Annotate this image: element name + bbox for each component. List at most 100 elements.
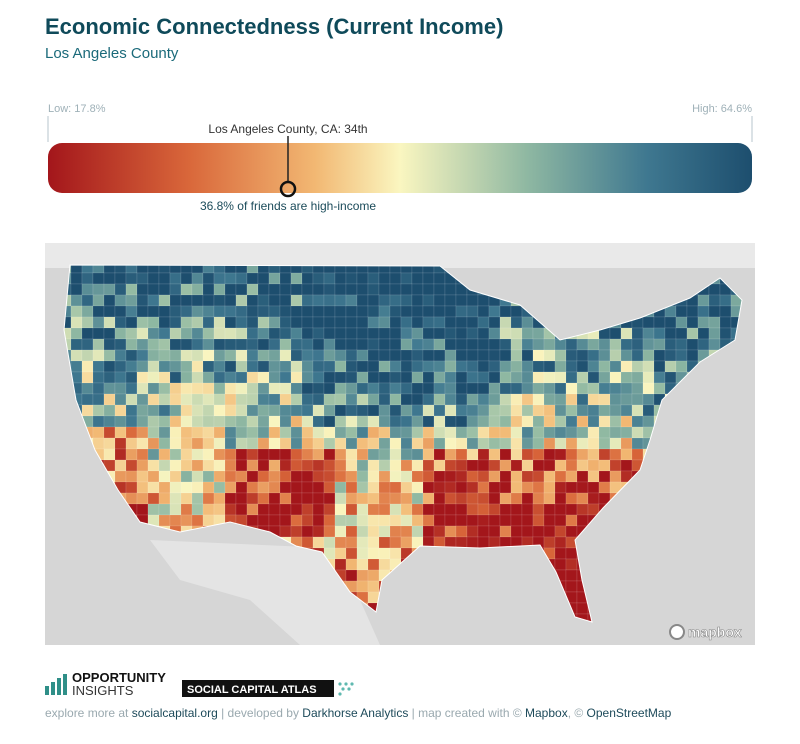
- county-cell: [411, 459, 424, 472]
- county-cell: [422, 305, 435, 318]
- atlas-label: SOCIAL CAPITAL ATLAS: [187, 684, 317, 696]
- county-cell: [180, 415, 193, 428]
- county-cell: [499, 404, 512, 417]
- county-cell: [499, 525, 512, 538]
- county-cell: [301, 415, 314, 428]
- county-cell: [598, 448, 611, 461]
- county-cell: [257, 338, 270, 351]
- county-cell: [169, 481, 182, 494]
- county-cell: [565, 470, 578, 483]
- county-cell: [224, 327, 237, 340]
- county-cell: [202, 316, 215, 329]
- county-cell: [81, 283, 94, 296]
- county-cell: [378, 294, 391, 307]
- county-cell: [367, 382, 380, 395]
- county-cell: [631, 437, 644, 450]
- county-cell: [433, 437, 446, 450]
- county-cell: [598, 349, 611, 362]
- credit-link[interactable]: socialcapital.org: [132, 706, 218, 720]
- county-cell: [664, 338, 677, 351]
- county-cell: [389, 371, 402, 384]
- county-cell: [367, 437, 380, 450]
- county-cell: [224, 437, 237, 450]
- county-cell: [477, 371, 490, 384]
- county-cell: [169, 459, 182, 472]
- credit-link[interactable]: Mapbox: [525, 706, 568, 720]
- county-cell: [213, 272, 226, 285]
- county-cell: [191, 305, 204, 318]
- county-cell: [400, 448, 413, 461]
- county-cell: [147, 459, 160, 472]
- county-cell: [268, 338, 281, 351]
- county-cell: [675, 349, 688, 362]
- county-cell: [125, 272, 138, 285]
- county-cell: [576, 459, 589, 472]
- county-cell: [455, 426, 468, 439]
- county-cell: [576, 492, 589, 505]
- credit-link[interactable]: OpenStreetMap: [587, 706, 672, 720]
- county-cell: [268, 327, 281, 340]
- county-cell: [169, 294, 182, 307]
- county-cell: [191, 503, 204, 516]
- county-cell: [389, 316, 402, 329]
- county-cell: [114, 371, 127, 384]
- county-cell: [521, 459, 534, 472]
- county-cell: [587, 415, 600, 428]
- county-cell: [224, 382, 237, 395]
- county-cell: [488, 492, 501, 505]
- county-cell: [554, 492, 567, 505]
- county-cell: [81, 404, 94, 417]
- county-cell: [686, 338, 699, 351]
- county-cell: [92, 294, 105, 307]
- county-cell: [356, 371, 369, 384]
- county-cell: [158, 305, 171, 318]
- county-cell: [334, 404, 347, 417]
- county-cell: [147, 437, 160, 450]
- county-cell: [114, 470, 127, 483]
- credit-link[interactable]: Darkhorse Analytics: [302, 706, 408, 720]
- county-cell: [235, 272, 248, 285]
- county-cell: [323, 283, 336, 296]
- county-cell: [158, 415, 171, 428]
- county-cell: [532, 426, 545, 439]
- county-cell: [356, 569, 369, 582]
- county-cell: [653, 349, 666, 362]
- county-cell: [708, 316, 721, 329]
- county-cell: [202, 459, 215, 472]
- county-cell: [345, 415, 358, 428]
- county-cell: [312, 492, 325, 505]
- county-cell: [169, 338, 182, 351]
- county-cell: [312, 371, 325, 384]
- county-cell: [444, 371, 457, 384]
- county-cell: [125, 448, 138, 461]
- county-cell: [334, 272, 347, 285]
- county-cell: [356, 448, 369, 461]
- county-cell: [279, 415, 292, 428]
- county-cell: [202, 393, 215, 406]
- county-cell: [433, 382, 446, 395]
- county-cell: [664, 327, 677, 340]
- county-cell: [367, 547, 380, 560]
- county-cell: [92, 404, 105, 417]
- county-cell: [202, 470, 215, 483]
- county-cell: [290, 448, 303, 461]
- county-cell: [378, 349, 391, 362]
- county-cell: [411, 294, 424, 307]
- county-cell: [169, 382, 182, 395]
- county-cell: [169, 272, 182, 285]
- county-cell: [103, 448, 116, 461]
- county-cell: [455, 525, 468, 538]
- county-cell: [169, 305, 182, 318]
- county-cell: [378, 272, 391, 285]
- county-cell: [356, 316, 369, 329]
- county-cell: [334, 316, 347, 329]
- county-cell: [312, 503, 325, 516]
- county-cell: [125, 349, 138, 362]
- county-cell: [477, 437, 490, 450]
- county-cell: [301, 349, 314, 362]
- county-cell: [466, 437, 479, 450]
- county-cell: [433, 415, 446, 428]
- county-cell: [378, 514, 391, 527]
- county-cell: [444, 404, 457, 417]
